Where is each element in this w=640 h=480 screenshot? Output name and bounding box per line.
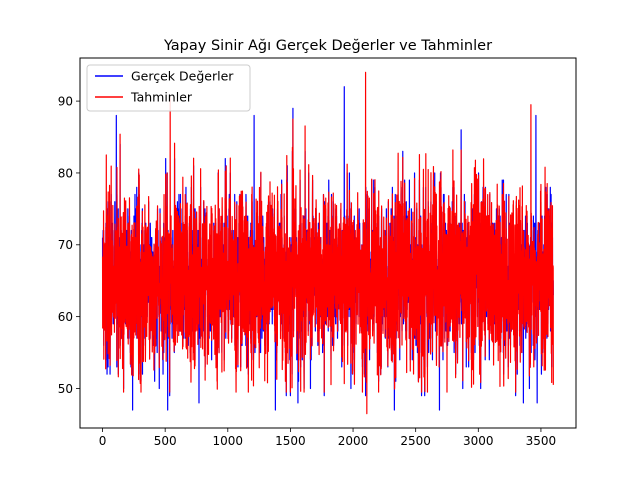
series-tahmin-line <box>101 71 554 415</box>
x-tick-label: 1000 <box>213 434 244 448</box>
y-tick-label: 80 <box>58 166 73 180</box>
legend: Gerçek Değerler Tahminler <box>86 64 251 112</box>
x-axis: 0 500 1000 1500 2000 2500 3000 3500 <box>99 428 556 448</box>
y-tick-label: 70 <box>58 238 73 252</box>
x-tick-label: 3000 <box>463 434 494 448</box>
x-tick-label: 0 <box>99 434 107 448</box>
series-layer <box>101 71 554 415</box>
x-tick-label: 2500 <box>400 434 431 448</box>
y-tick-label: 60 <box>58 310 73 324</box>
x-tick-label: 1500 <box>275 434 306 448</box>
x-tick-label: 2000 <box>338 434 369 448</box>
chart-title: Yapay Sinir Ağı Gerçek Değerler ve Tahmi… <box>163 38 492 54</box>
plot-frame <box>79 57 577 429</box>
x-tick-label: 500 <box>154 434 177 448</box>
y-tick-label: 50 <box>58 382 73 396</box>
x-tick-label: 3500 <box>526 434 557 448</box>
y-axis: 50 60 70 80 90 <box>58 94 80 396</box>
legend-box <box>86 64 251 112</box>
legend-label-tahmin: Tahminler <box>130 90 193 105</box>
y-tick-label: 90 <box>58 94 73 108</box>
legend-label-gercek: Gerçek Değerler <box>131 69 234 84</box>
